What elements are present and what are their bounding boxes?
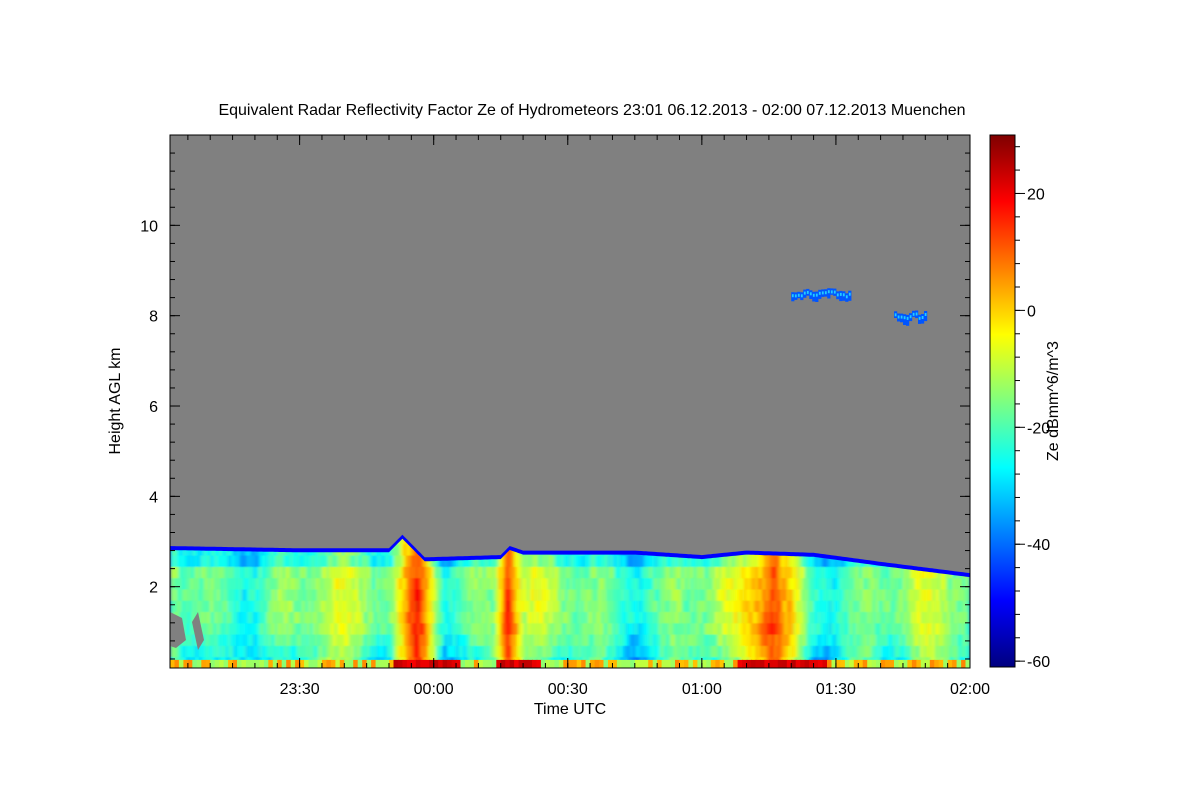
colorbar-axis: 20 0 -20 -40 -60 <box>1015 146 1050 671</box>
y-axis-label: Height AGL km <box>107 347 124 454</box>
x-tick-label: 01:30 <box>816 681 856 698</box>
x-tick-label: 00:30 <box>548 681 588 698</box>
y-tick-label: 8 <box>149 309 158 326</box>
plot-frame <box>169 134 971 669</box>
colorbar-label: Ze dBmm^6/m^3 <box>1045 341 1062 461</box>
y-tick-label: 10 <box>140 218 158 235</box>
upper-echo-patches <box>791 288 928 326</box>
y-tick-label: 4 <box>149 489 158 506</box>
colorbar-tick-label: -20 <box>1027 420 1050 437</box>
upper-echo-patch <box>791 288 852 302</box>
colorbar-tick-label: 20 <box>1027 186 1045 203</box>
colorbar-tick-label: -40 <box>1027 537 1050 554</box>
plot-area <box>170 135 970 668</box>
colorbar-tick-label: -60 <box>1027 654 1050 671</box>
chart-title: Equivalent Radar Reflectivity Factor Ze … <box>218 102 965 119</box>
no-data-patch <box>170 612 186 648</box>
no-data-patch <box>192 612 204 650</box>
y-tick-label: 6 <box>149 399 158 416</box>
x-tick-label: 23:30 <box>280 681 320 698</box>
upper-echo-patch <box>894 310 928 326</box>
x-tick-label: 01:00 <box>682 681 722 698</box>
x-tick-label: 02:00 <box>950 681 990 698</box>
colorbar-tick-label: 0 <box>1027 303 1036 320</box>
x-tick-label: 00:00 <box>414 681 454 698</box>
y-tick-label: 2 <box>149 580 158 597</box>
axes: 23:30 00:00 00:30 01:00 01:30 02:00 2 4 6 8 10 <box>140 135 990 698</box>
x-axis-label: Time UTC <box>534 701 606 718</box>
colorbar <box>989 134 1016 668</box>
